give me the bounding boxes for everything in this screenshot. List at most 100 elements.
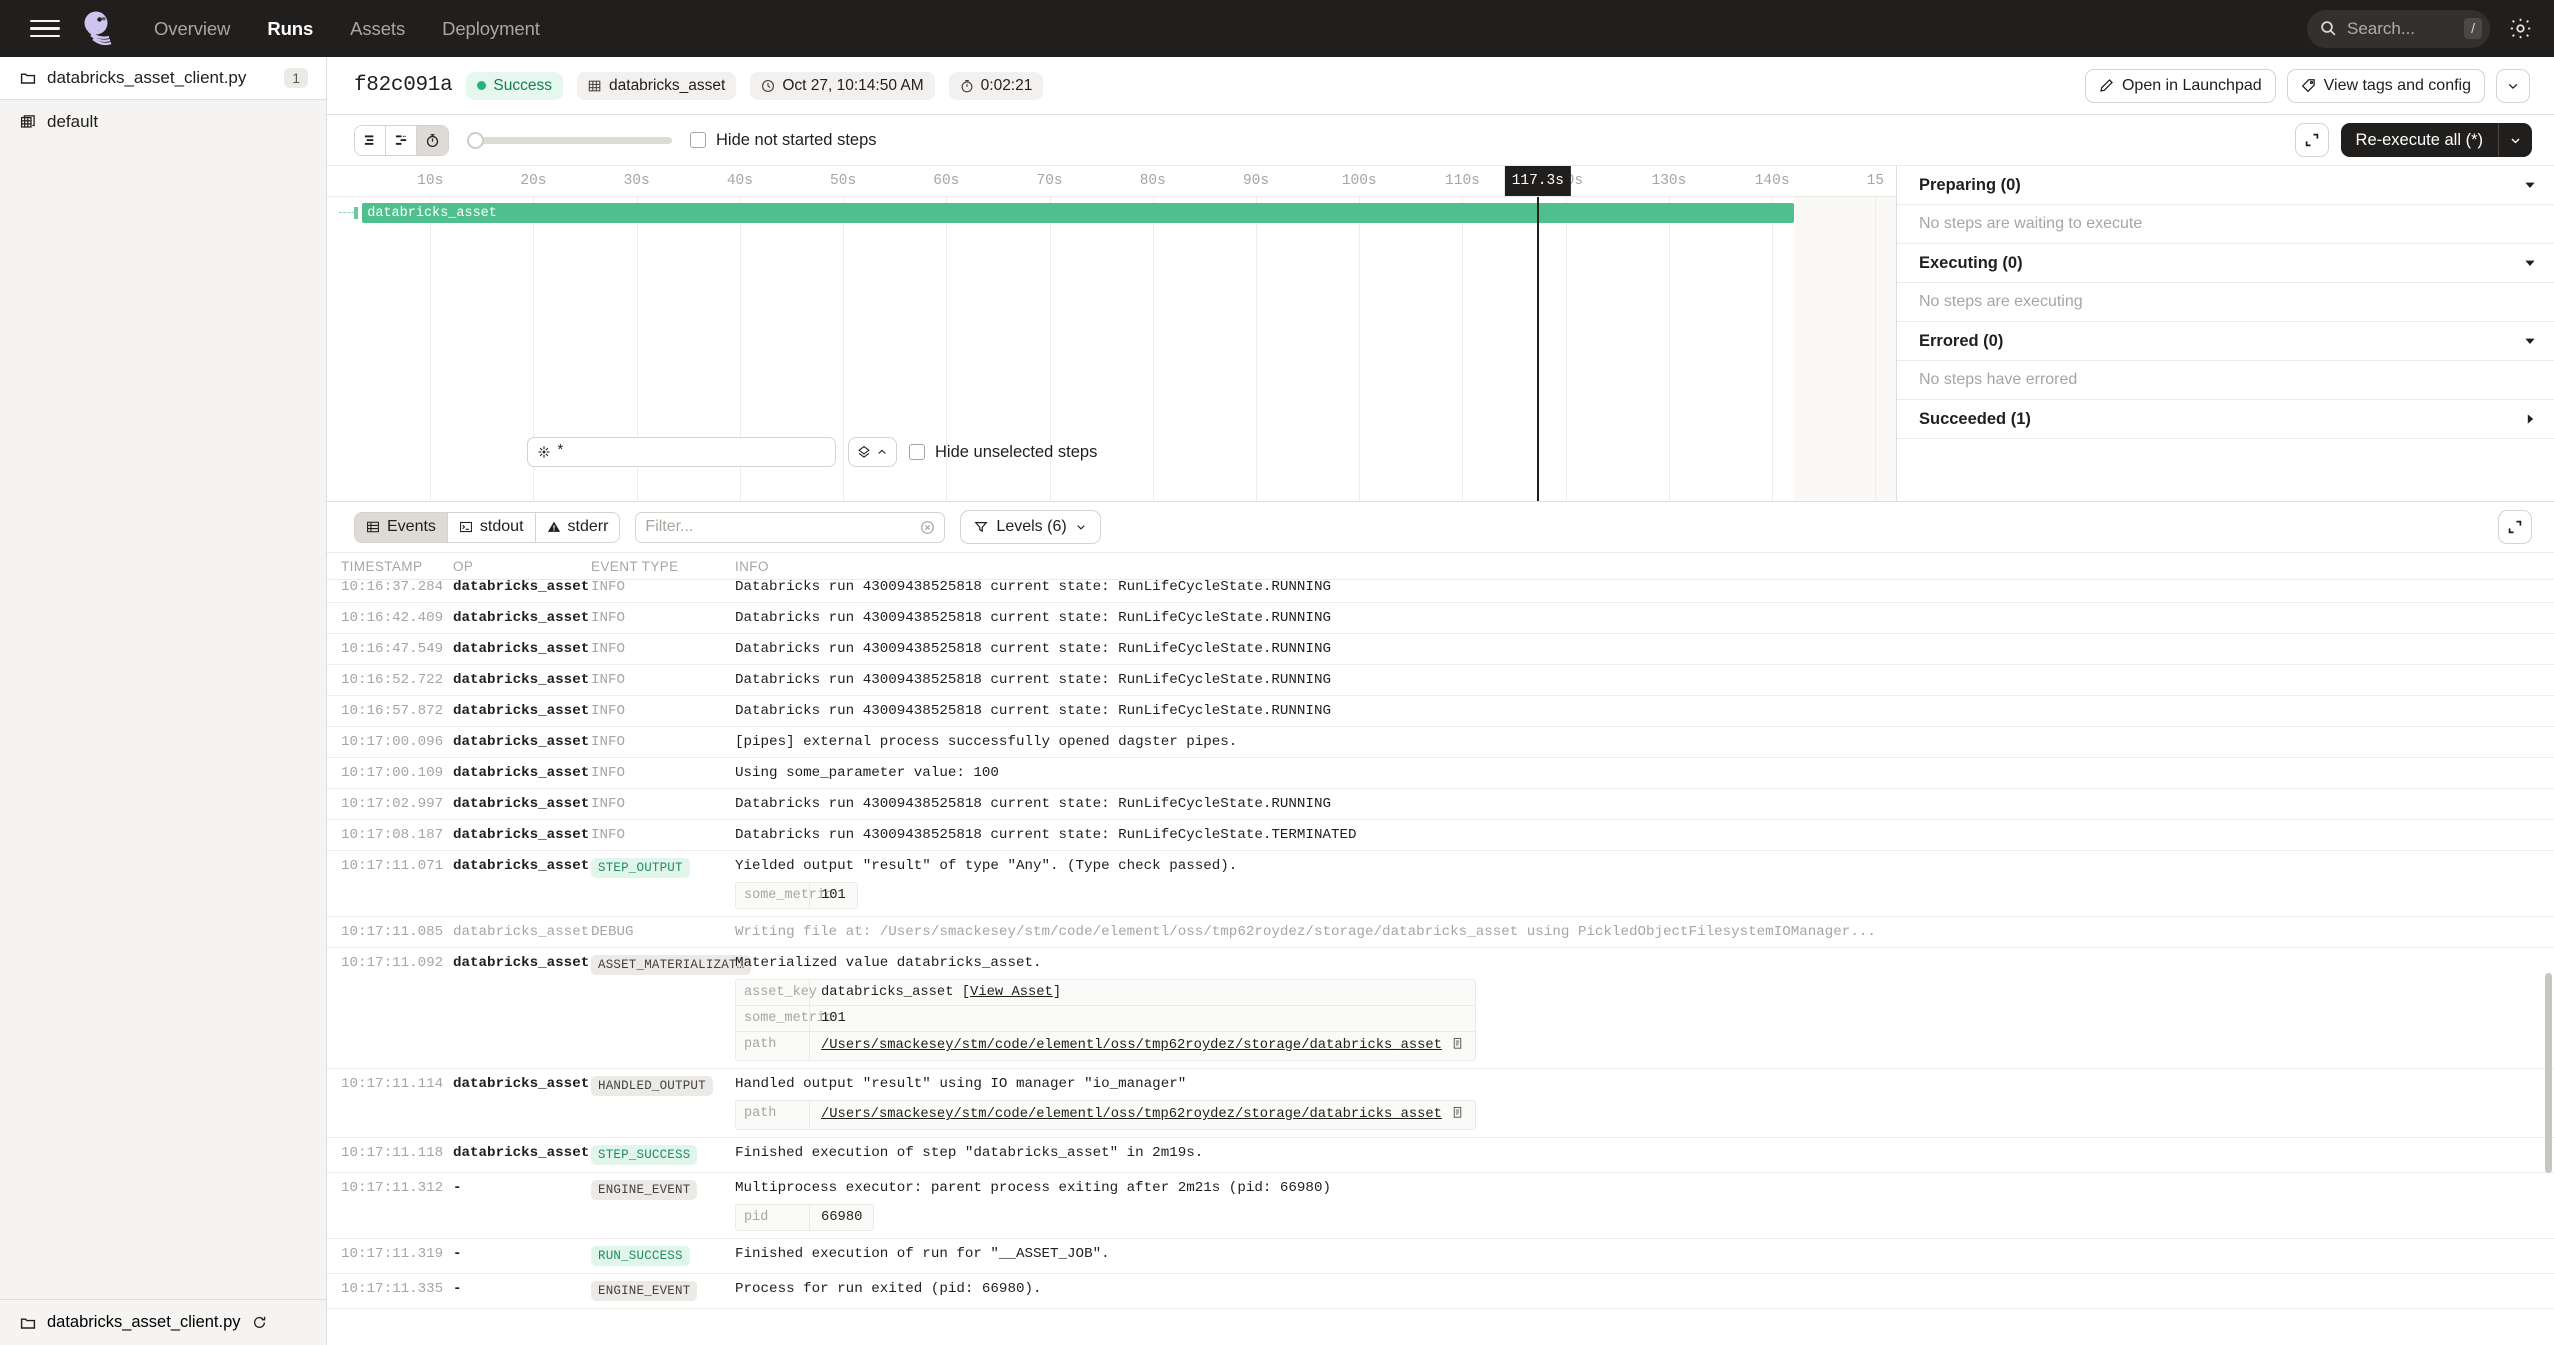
gantt-view-timing-button[interactable]	[417, 125, 448, 155]
view-tags-and-config-button[interactable]: View tags and config	[2286, 68, 2485, 103]
table-row[interactable]: 10:17:11.118 databricks_asset STEP_SUCCESS…	[327, 1138, 2554, 1173]
gantt-gridline	[739, 197, 741, 501]
hide-unselected-steps-checkbox[interactable]: Hide unselected steps	[909, 443, 1097, 462]
table-row[interactable]: 10:16:47.549 databricks_asset INFO Databric…	[327, 634, 2554, 665]
copy-icon[interactable]	[1451, 1106, 1464, 1124]
slider-knob[interactable]	[467, 131, 484, 149]
open-in-launchpad-button[interactable]: Open in Launchpad	[2084, 68, 2276, 103]
table-row[interactable]: 10:17:00.096 databricks_asset INFO [pipes] …	[327, 727, 2554, 758]
sidebar-code-location-label: databricks_asset_client.py	[47, 68, 247, 87]
chevron-down-icon[interactable]	[2499, 123, 2532, 157]
job-chip[interactable]: databricks_asset	[577, 71, 737, 100]
table-row[interactable]: 10:17:11.114 databricks_asset HANDLED_OUTP…	[327, 1069, 2554, 1138]
info-message: Databricks run 43009438525818 current st…	[735, 796, 1331, 812]
chevron-down-icon[interactable]	[2524, 257, 2536, 269]
tab-stderr[interactable]: stderr	[535, 512, 620, 542]
re-execute-all-button[interactable]: Re-execute all (*)	[2340, 123, 2532, 157]
status-section-errored[interactable]: Errored (0)	[1897, 322, 2554, 361]
log-levels-button[interactable]: Levels (6)	[960, 510, 1101, 544]
nav-link-assets[interactable]: Assets	[350, 17, 406, 39]
chevron-down-icon[interactable]	[2524, 335, 2536, 347]
tab-stdout[interactable]: stdout	[447, 512, 536, 542]
gear-icon[interactable]	[2506, 15, 2534, 43]
info-message: Process for run exited (pid: 66980).	[735, 1281, 1042, 1297]
status-section-preparing[interactable]: Preparing (0)	[1897, 166, 2554, 205]
table-row[interactable]: 10:16:37.284 databricks_asset INFO Databric…	[327, 572, 2554, 603]
table-row[interactable]: 10:17:11.092 databricks_asset ASSET_MATERI…	[327, 948, 2554, 1069]
search-icon	[2320, 20, 2337, 37]
run-overflow-menu-button[interactable]	[2496, 68, 2530, 103]
log-filter-input[interactable]: Filter...	[635, 511, 946, 543]
log-vertical-scrollbar[interactable]	[2545, 973, 2552, 1173]
hamburger-icon[interactable]	[30, 14, 60, 44]
sidebar-footer[interactable]: databricks_asset_client.py	[0, 1299, 326, 1345]
cell-op: databricks_asset	[453, 796, 590, 812]
nav-link-overview[interactable]: Overview	[154, 17, 231, 39]
event-type-badge: ASSET_MATERIALIZAT…	[591, 955, 752, 975]
table-row[interactable]: 10:17:08.187 databricks_asset INFO Databric…	[327, 820, 2554, 851]
nav-links: Overview Runs Assets Deployment	[154, 18, 540, 40]
gantt-bar-row[interactable]: databricks_asset	[327, 197, 1896, 229]
hide-not-started-steps-label: Hide not started steps	[716, 130, 877, 149]
gantt-axis-tick: 90s	[1242, 173, 1270, 189]
table-row[interactable]: 10:16:57.872 databricks_asset INFO Databric…	[327, 696, 2554, 727]
gantt-view-waterfall-button[interactable]	[386, 125, 417, 155]
started-chip[interactable]: Oct 27, 10:14:50 AM	[750, 71, 935, 100]
gantt-step-query-input[interactable]: *	[527, 437, 836, 467]
copy-icon[interactable]	[1451, 1037, 1464, 1055]
gantt-view-flat-list-button[interactable]	[355, 125, 386, 155]
dagster-logo-icon[interactable]	[78, 8, 120, 50]
status-section-succeeded[interactable]: Succeeded (1)	[1897, 400, 2554, 439]
cell-timestamp: 10:17:00.109	[341, 765, 444, 781]
chevron-right-icon[interactable]	[2524, 413, 2536, 425]
table-row[interactable]: 10:17:00.109 databricks_asset INFO Using so…	[327, 758, 2554, 789]
table-row[interactable]: 10:16:52.722 databricks_asset INFO Databric…	[327, 665, 2554, 696]
table-row[interactable]: 10:16:42.409 databricks_asset INFO Databric…	[327, 603, 2554, 634]
grid-icon	[588, 79, 602, 93]
status-section-executing[interactable]: Executing (0)	[1897, 244, 2554, 283]
timing-icon	[425, 133, 440, 148]
gantt-chart[interactable]: 10s20s30s40s50s60s70s80s90s100s110s120s1…	[327, 166, 1897, 501]
gantt-bar-databricks-asset[interactable]: databricks_asset	[362, 203, 1794, 223]
metadata-path-link[interactable]: /Users/smackesey/stm/code/elementl/oss/t…	[821, 1038, 1442, 1053]
table-row[interactable]: 10:17:11.085 databricks_asset DEBUG Writing…	[327, 917, 2554, 948]
reload-icon[interactable]	[252, 1315, 267, 1330]
sidebar-footer-label: databricks_asset_client.py	[47, 1313, 241, 1331]
metadata-path-link[interactable]: /Users/smackesey/stm/code/elementl/oss/t…	[821, 1107, 1442, 1122]
sidebar-item-code-location[interactable]: databricks_asset_client.py 1	[0, 57, 326, 100]
log-expand-button[interactable]	[2498, 510, 2532, 544]
gantt-expand-button[interactable]	[2294, 123, 2329, 157]
gantt-step-filter-bar: *	[327, 437, 1896, 467]
view-asset-link[interactable]: View Asset	[970, 985, 1053, 1000]
nav-link-deployment[interactable]: Deployment	[442, 17, 540, 39]
sidebar-item-default[interactable]: default	[0, 100, 326, 143]
table-row[interactable]: 10:17:11.335- ENGINE_EVENT Process for run…	[327, 1274, 2554, 1309]
gantt-cursor-tick-label: 117.3s	[1504, 166, 1571, 196]
cell-op: databricks_asset	[453, 641, 590, 657]
timer-icon	[960, 79, 974, 93]
status-label: Success	[493, 76, 553, 94]
hide-not-started-steps-checkbox[interactable]: Hide not started steps	[690, 131, 877, 150]
table-row[interactable]: 10:17:11.071 databricks_asset STEP_OUTPUT Y…	[327, 851, 2554, 917]
event-log-table[interactable]: TIMESTAMP OP EVENT TYPE INFO 10:16:37.28…	[327, 553, 2554, 1345]
started-label: Oct 27, 10:14:50 AM	[782, 76, 924, 94]
gantt-zoom-slider[interactable]	[467, 130, 672, 150]
search-input[interactable]: Search... /	[2307, 9, 2490, 48]
tab-events-label: Events	[387, 518, 436, 535]
chevron-down-icon[interactable]	[2524, 179, 2536, 191]
table-row[interactable]: 10:17:02.997 databricks_asset INFO Databric…	[327, 789, 2554, 820]
metadata-row: pid 66980	[736, 1205, 873, 1230]
clear-circle-icon[interactable]	[920, 520, 935, 535]
open-in-launchpad-label: Open in Launchpad	[2121, 76, 2262, 94]
cell-timestamp: 10:17:11.319	[341, 1246, 444, 1262]
table-row[interactable]: 10:17:11.312- ENGINE_EVENT Multiprocess ex…	[327, 1173, 2554, 1239]
gantt-axis-tick: 60s	[933, 173, 960, 189]
tab-events[interactable]: Events	[355, 512, 448, 542]
metadata-value: /Users/smackesey/stm/code/elementl/oss/t…	[810, 1032, 1475, 1060]
gantt-bars: databricks_asset	[327, 197, 1896, 229]
cell-event-type: INFO	[591, 641, 626, 657]
table-row[interactable]: 10:17:11.319- RUN_SUCCESS Finished executi…	[327, 1239, 2554, 1274]
nav-link-runs[interactable]: Runs	[267, 17, 314, 39]
gantt-layers-button[interactable]	[848, 437, 897, 467]
duration-chip[interactable]: 0:02:21	[948, 71, 1044, 100]
